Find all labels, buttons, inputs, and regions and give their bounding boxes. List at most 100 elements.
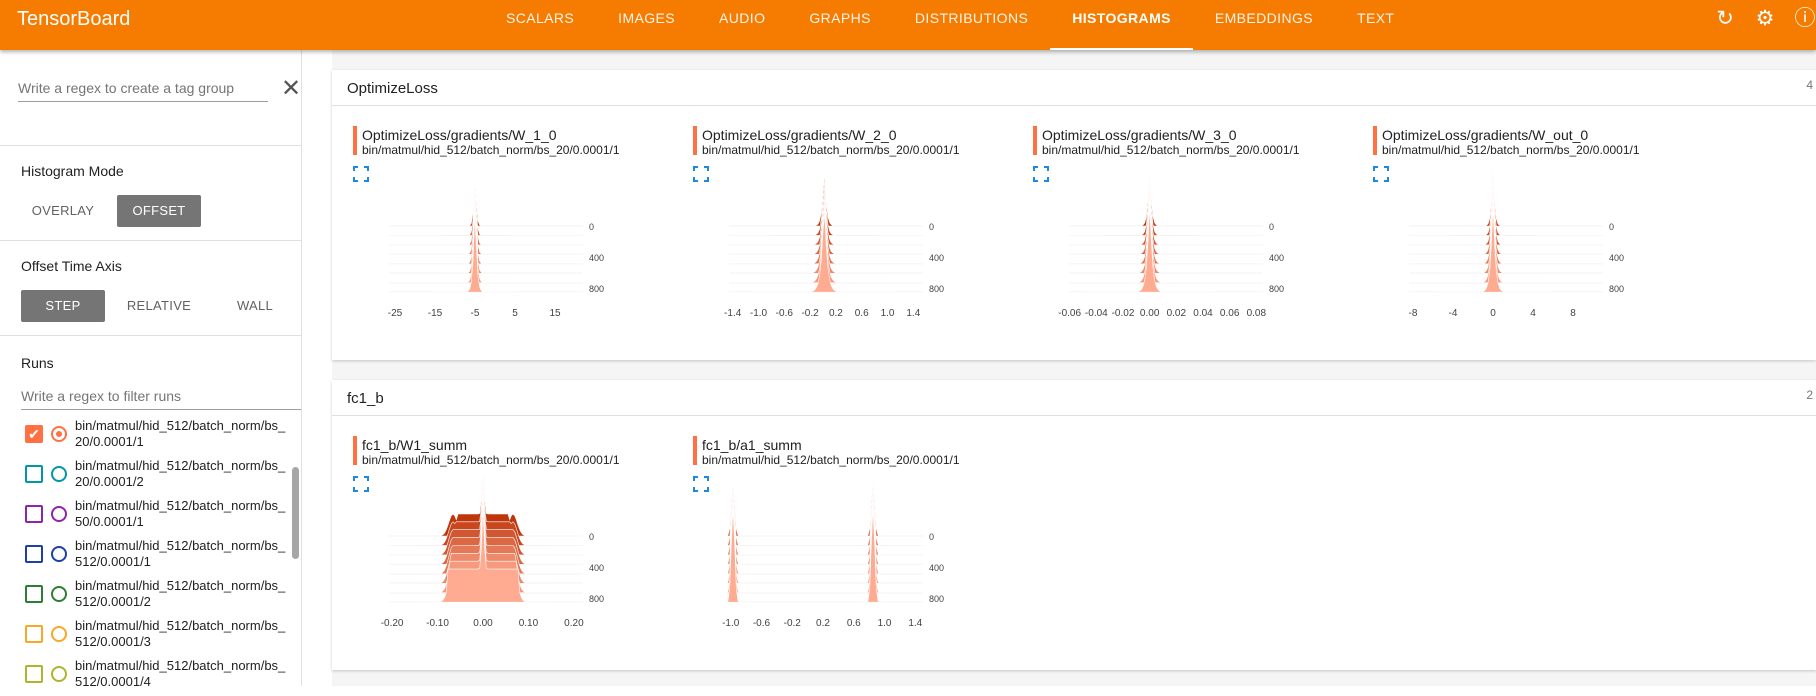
card-title: fc1_b/a1_summ — [702, 437, 802, 453]
run-checkbox[interactable] — [25, 625, 43, 643]
runs-title: Runs — [21, 355, 54, 371]
histogram-slice — [1403, 202, 1603, 283]
histogram-card: fc1_b/W1_summ bin/matmul/hid_512/batch_no… — [353, 436, 683, 696]
overlay-button[interactable]: OVERLAY — [31, 203, 95, 218]
run-item[interactable]: bin/matmul/hid_512/batch_norm/bs_50/0.00… — [21, 498, 285, 538]
tab-scalars[interactable]: SCALARS — [506, 10, 575, 26]
run-checkbox[interactable] — [25, 665, 43, 683]
run-checkbox[interactable] — [25, 505, 43, 523]
run-color-radio[interactable] — [51, 466, 67, 482]
x-tick-label: -0.10 — [426, 618, 449, 629]
app-title: TensorBoard — [17, 8, 131, 30]
y-tick-label: 400 — [589, 563, 604, 573]
y-tick-label: 800 — [1269, 284, 1284, 294]
histogram-card: OptimizeLoss/gradients/W_out_0 bin/matmul… — [1373, 126, 1703, 386]
histogram-slice — [722, 213, 924, 293]
x-tick-label: -1.0 — [750, 308, 768, 319]
runs-scrollbar[interactable] — [292, 467, 299, 559]
expand-icon[interactable] — [1033, 166, 1049, 182]
tab-histograms[interactable]: HISTOGRAMS — [1050, 0, 1193, 50]
card-run-name: bin/matmul/hid_512/batch_norm/bs_20/0.00… — [362, 143, 620, 157]
run-item[interactable]: bin/matmul/hid_512/batch_norm/bs_512/0.0… — [21, 538, 285, 578]
tag-regex-input[interactable] — [18, 80, 268, 96]
histograms-dashboard: OptimizeLoss 4 OptimizeLoss/gradients/W_1_… — [332, 50, 1816, 686]
x-tick-label: -0.2 — [801, 308, 819, 319]
run-color-radio[interactable] — [51, 506, 67, 522]
run-label: bin/matmul/hid_512/batch_norm/bs_512/0.0… — [75, 578, 286, 609]
tab-distributions[interactable]: DISTRIBUTIONS — [914, 10, 1029, 26]
run-checkbox[interactable] — [25, 585, 43, 603]
expand-icon[interactable] — [693, 476, 709, 492]
histogram-card: OptimizeLoss/gradients/W_3_0 bin/matmul/h… — [1033, 126, 1363, 386]
run-label: bin/matmul/hid_512/batch_norm/bs_512/0.0… — [75, 618, 286, 649]
histogram-slice — [382, 194, 584, 255]
card-run-name: bin/matmul/hid_512/batch_norm/bs_20/0.00… — [1042, 143, 1300, 157]
run-item[interactable]: bin/matmul/hid_512/batch_norm/bs_512/0.0… — [21, 578, 285, 618]
x-tick-label: 0.00 — [1140, 308, 1160, 319]
tab-graphs[interactable]: GRAPHS — [809, 10, 871, 26]
run-color-radio[interactable] — [51, 666, 67, 682]
run-item[interactable]: bin/matmul/hid_512/batch_norm/bs_512/0.0… — [21, 618, 285, 658]
run-color-radio[interactable] — [51, 586, 67, 602]
y-tick-label: 800 — [589, 284, 604, 294]
wall-button[interactable]: WALL — [236, 298, 274, 313]
x-tick-label: -25 — [388, 308, 403, 319]
histogram-slice — [723, 505, 923, 593]
expand-icon[interactable] — [353, 166, 369, 182]
card-run-name: bin/matmul/hid_512/batch_norm/bs_20/0.00… — [362, 453, 620, 467]
nav-tabs: SCALARS IMAGES AUDIO GRAPHS DISTRIBUTIONS HIS… — [484, 0, 1416, 50]
expand-icon[interactable] — [353, 476, 369, 492]
histogram-slice — [1062, 197, 1264, 274]
histogram-slice — [383, 177, 583, 227]
help-icon[interactable]: ⓘ — [1794, 7, 1816, 30]
tag-regex-field — [18, 80, 268, 102]
tag-group-header[interactable]: OptimizeLoss 4 — [332, 70, 1816, 106]
tab-embeddings[interactable]: EMBEDDINGS — [1214, 10, 1313, 26]
histogram-slice — [1402, 197, 1604, 274]
x-tick-label: 5 — [512, 308, 518, 319]
y-tick-label: 800 — [929, 594, 944, 604]
histogram-slice — [382, 507, 584, 603]
tab-audio[interactable]: AUDIO — [719, 10, 766, 26]
runs-filter-input[interactable]: Write a regex to filter runs — [21, 388, 301, 410]
y-tick-label: 800 — [1609, 284, 1624, 294]
run-color-radio[interactable] — [51, 626, 67, 642]
offset-button[interactable]: OFFSET — [117, 195, 201, 227]
x-tick-label: -0.04 — [1085, 308, 1108, 319]
tab-images[interactable]: IMAGES — [618, 10, 676, 26]
run-checkbox[interactable] — [25, 545, 43, 563]
run-color-bar — [1033, 126, 1037, 155]
y-tick-label: 0 — [929, 222, 934, 232]
run-item[interactable]: ✔ bin/matmul/hid_512/batch_norm/bs_20/0.0… — [21, 418, 285, 458]
histogram-slice — [1063, 169, 1263, 227]
refresh-icon[interactable]: ↻ — [1716, 7, 1734, 30]
run-color-radio[interactable] — [51, 546, 67, 562]
relative-button[interactable]: RELATIVE — [126, 298, 192, 313]
x-tick-label: 0.2 — [816, 618, 830, 629]
tag-group-count: 4 — [1806, 78, 1813, 92]
offset-axis-title: Offset Time Axis — [21, 258, 122, 274]
step-button[interactable]: STEP — [21, 290, 105, 322]
close-icon[interactable]: ✕ — [281, 75, 302, 102]
x-tick-label: -1.4 — [724, 308, 742, 319]
settings-icon[interactable]: ⚙ — [1755, 7, 1775, 30]
run-color-bar — [353, 126, 357, 155]
expand-icon[interactable] — [1373, 166, 1389, 182]
run-checkbox[interactable]: ✔ — [25, 425, 43, 443]
run-checkbox[interactable] — [25, 465, 43, 483]
histogram-chart: 0 400 800 -1.0 -0.6 -0.2 0.2 0.6 1.0 1.4 — [722, 483, 944, 629]
x-tick-label: 0.6 — [847, 618, 861, 629]
expand-icon[interactable] — [693, 166, 709, 182]
x-tick-label: 1.0 — [881, 308, 895, 319]
x-tick-label: 4 — [1530, 308, 1536, 319]
run-color-radio[interactable] — [51, 426, 67, 442]
y-tick-label: 0 — [589, 532, 594, 542]
run-color-bar — [1373, 126, 1377, 155]
x-tick-label: -0.6 — [753, 618, 771, 629]
run-item[interactable]: bin/matmul/hid_512/batch_norm/bs_512/0.0… — [21, 658, 285, 686]
run-item[interactable]: bin/matmul/hid_512/batch_norm/bs_20/0.00… — [21, 458, 285, 498]
tab-text[interactable]: TEXT — [1357, 10, 1395, 26]
card-title: OptimizeLoss/gradients/W_1_0 — [362, 127, 557, 143]
x-tick-label: 0 — [1490, 308, 1496, 319]
tag-group-header[interactable]: fc1_b 2 — [332, 380, 1816, 416]
